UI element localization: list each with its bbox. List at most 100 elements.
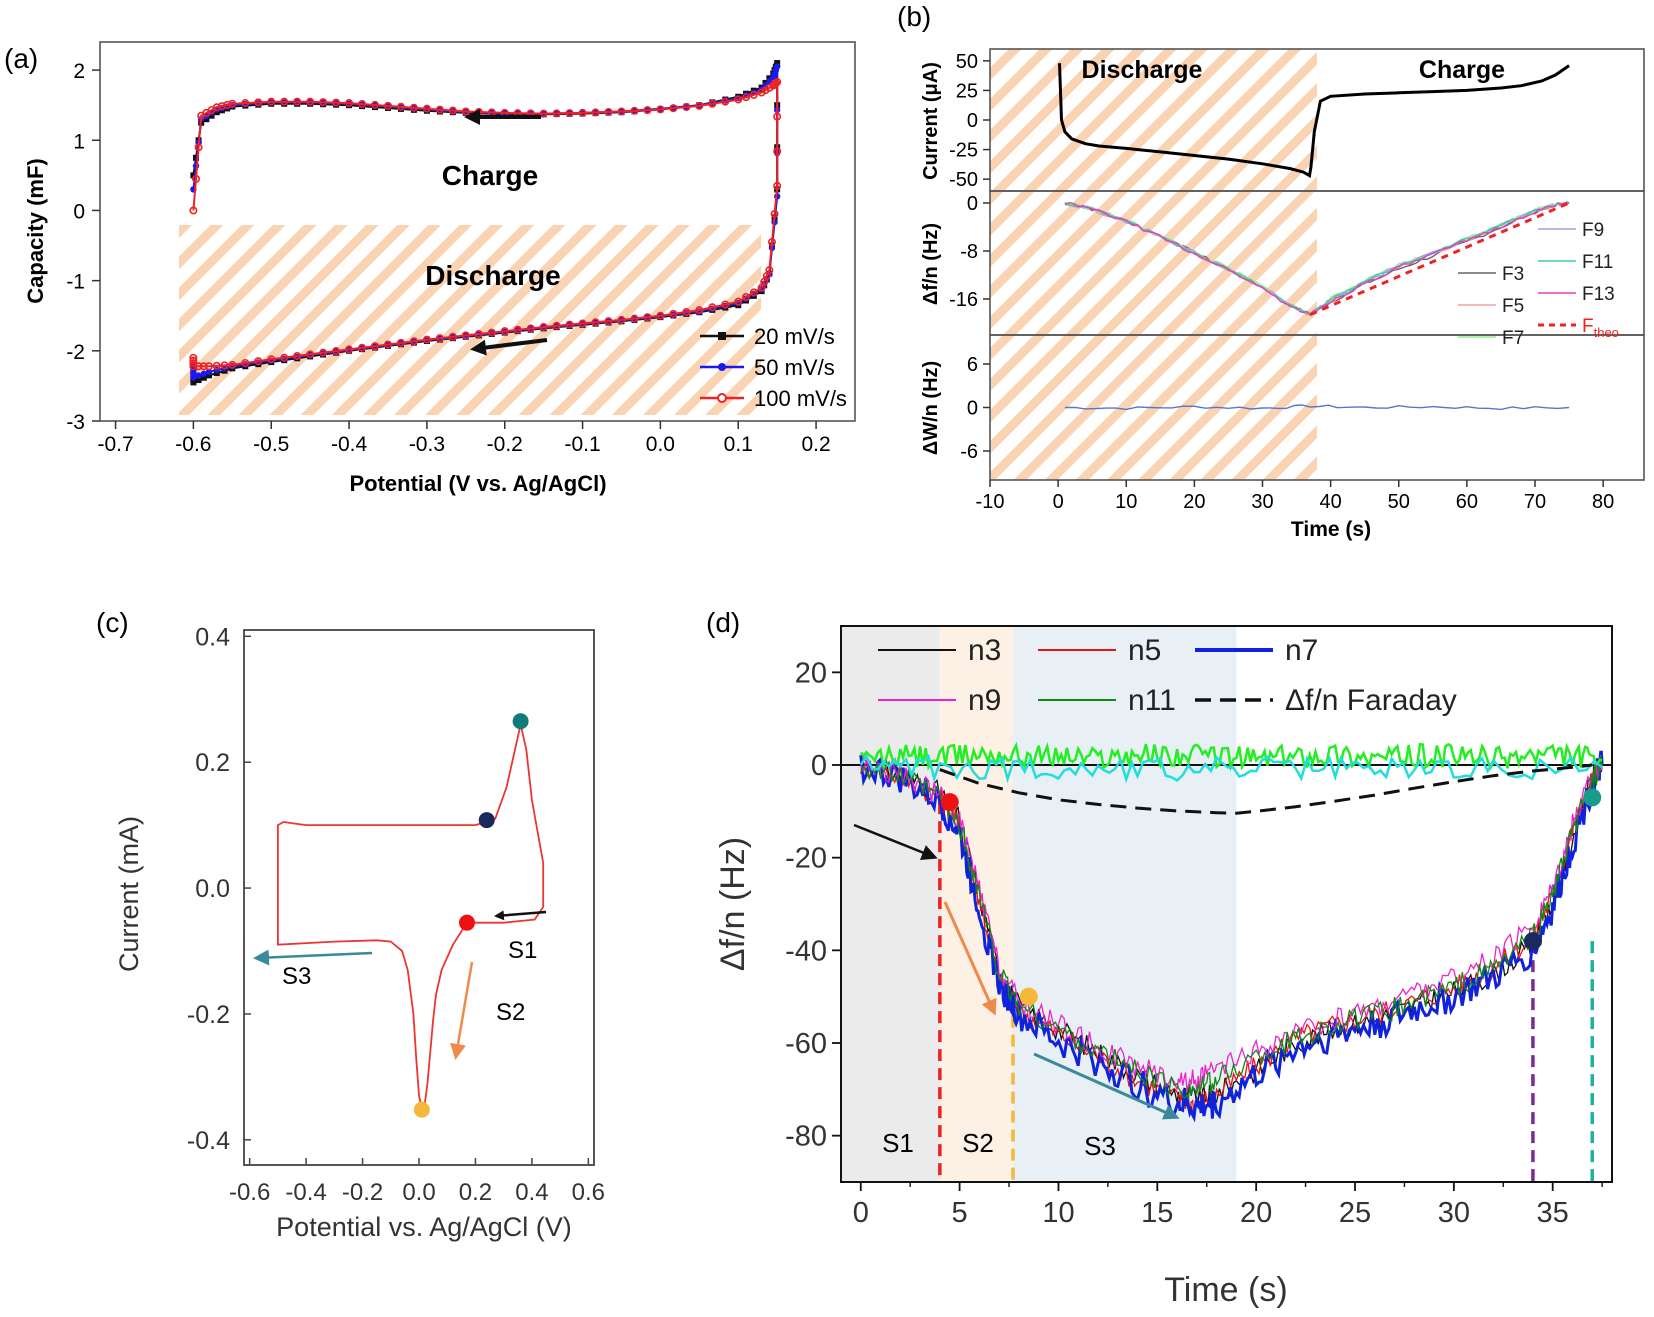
panel-a-series-marker [617, 315, 626, 324]
panel-a-series-line [192, 79, 779, 368]
panel-d-xlabel: Time (s) [1164, 1271, 1287, 1309]
panel-a-series-marker [191, 174, 200, 183]
panel-c-arrow-s3 [253, 949, 373, 966]
panel-c-ticks: -0.6 -0.4 -0.2 0.0 0.2 0.4 0.6 -0.4 -0.2 0.0 0.2 0.… [187, 623, 605, 1206]
panel-a: (a) -0.7 -0.6 -0.5 -0.4 -0.3 -0.2 -0.1 0.0 0.1 0.… [4, 41, 856, 496]
panel-b-xtick-label: 40 [1320, 491, 1342, 513]
panel-a-discharge-label: Discharge [425, 260, 560, 291]
panel-a-series-marker [358, 99, 367, 108]
panel-c-point-marker [478, 812, 495, 829]
panel-c-ytick-label: -0.2 [187, 1001, 230, 1029]
panel-a-series-marker [682, 103, 691, 112]
panel-b-subplot-series [1064, 404, 1570, 411]
panel-a-series-marker [422, 104, 431, 113]
panel-a-series-marker [708, 303, 717, 312]
panel-a-hatch-region [179, 225, 761, 415]
panel-a-series-marker [643, 106, 652, 115]
panel-a-series-marker [721, 300, 730, 309]
panel-d-ytick-label: 20 [795, 657, 827, 689]
panel-a-series-marker [552, 321, 561, 330]
panel-d-ytick-label: -40 [785, 935, 827, 967]
panel-a-xtick-label: -0.4 [331, 433, 368, 456]
panel-a-series-marker [448, 106, 457, 115]
panel-d-legend-label: n11 [1128, 684, 1176, 717]
panel-d-s2-label: S2 [962, 1128, 994, 1158]
panel-b-legend-label: F3 [1502, 264, 1524, 285]
panel-a-ytick-label: 0 [73, 200, 85, 223]
panel-d-ytick-label: -60 [785, 1028, 827, 1060]
panel-a-series-marker [656, 105, 665, 114]
panel-a-xtick-label: -0.6 [175, 433, 211, 456]
panel-b-ylabel-current: Current (μA) [920, 62, 942, 180]
panel-b-ytick-label: -6 [960, 441, 978, 463]
panel-b-xtick-label: 50 [1388, 491, 1410, 513]
panel-a-series-marker [487, 328, 496, 337]
panel-a-series-marker [293, 97, 302, 106]
panel-d-label: (d) [706, 607, 740, 638]
panel-a-series-marker [749, 90, 758, 99]
panel-c-series [277, 713, 545, 1118]
panel-b-xtick-label: 60 [1456, 491, 1478, 513]
panel-c: (c) -0.6 -0.4 -0.2 0.0 0.2 0.4 0.6 -0.4 -0.2 0.0 0… [96, 607, 605, 1242]
panel-a-series-marker [552, 109, 561, 118]
panel-b-ytick-label: -16 [949, 289, 978, 311]
panel-a-ytick-label: 2 [73, 60, 85, 83]
panel-a-xtick-label: -0.1 [564, 433, 600, 456]
panel-a-series-marker [604, 317, 613, 326]
panel-a-series-marker [200, 374, 207, 381]
panel-a-legend-label: 100 mV/s [754, 386, 847, 411]
panel-c-point-marker [413, 1101, 430, 1118]
panel-a-series-marker [643, 313, 652, 322]
panel-a-series-marker [383, 340, 392, 349]
panel-d-series-line [939, 763, 1593, 815]
panel-a-ytick-label: -1 [66, 271, 85, 294]
panel-d-point-marker [940, 793, 959, 812]
panel-a-xtick-label: -0.2 [487, 433, 523, 456]
panel-c-arrow-s2 [450, 961, 474, 1060]
panel-a-xtick-label: 0.2 [801, 433, 830, 456]
panel-a-series-marker [539, 322, 548, 331]
panel-d-point-marker [1583, 788, 1602, 807]
panel-d-s3-label: S3 [1084, 1131, 1116, 1161]
panel-a-series-marker [345, 345, 354, 354]
panel-c-xtick-label: 0.2 [459, 1179, 492, 1206]
panel-a-series-marker [617, 107, 626, 116]
panel-a-plot-frame [99, 41, 856, 422]
panel-d-legend-label: n7 [1285, 634, 1318, 667]
panel-a-series-marker [195, 377, 202, 384]
panel-a-series-marker [200, 370, 207, 377]
panel-c-point-marker [512, 713, 529, 730]
panel-b-label: (b) [897, 1, 931, 32]
panel-a-series-marker [228, 99, 237, 108]
panel-a-series-marker [565, 109, 574, 118]
panel-a-series-marker [539, 109, 548, 118]
panel-b-ytick-label: 0 [967, 398, 978, 420]
panel-d-series-line [859, 753, 1603, 784]
panel-a-xlabel: Potential (V vs. Ag/AgCl) [349, 471, 606, 496]
panel-a-series-marker [774, 60, 781, 67]
panel-d-ytick-label: -80 [785, 1121, 827, 1153]
panel-a-series-marker [345, 99, 354, 108]
panel-a-series-marker [771, 79, 780, 88]
panel-d-xtick-label: 0 [853, 1197, 869, 1229]
panel-a-series-marker [280, 353, 289, 362]
panel-d-series-line [860, 755, 1603, 1100]
panel-a-series-marker [669, 104, 678, 113]
panel-d-xtick-label: 20 [1240, 1197, 1272, 1229]
panel-b-legend-label: F9 [1582, 220, 1604, 241]
panel-d-stage-regions [841, 626, 1237, 1182]
panel-a-series-marker [565, 320, 574, 329]
panel-a-series-marker [204, 362, 213, 371]
panel-b-ytick-label: -8 [960, 241, 978, 263]
panel-a-series-marker [205, 372, 212, 379]
panel-a-series-marker [409, 337, 418, 346]
panel-d-ytick-label: 0 [811, 750, 827, 782]
panel-a-series-marker [217, 102, 226, 111]
panel-b-ylabel-frequency: Δf/n (Hz) [920, 223, 942, 305]
panel-c-ytick-label: -0.4 [187, 1127, 230, 1155]
panel-a-label: (a) [4, 43, 38, 74]
panel-a-series-marker [254, 98, 263, 107]
panel-a-charge-label: Charge [442, 160, 538, 191]
panel-a-series-marker [773, 112, 782, 121]
